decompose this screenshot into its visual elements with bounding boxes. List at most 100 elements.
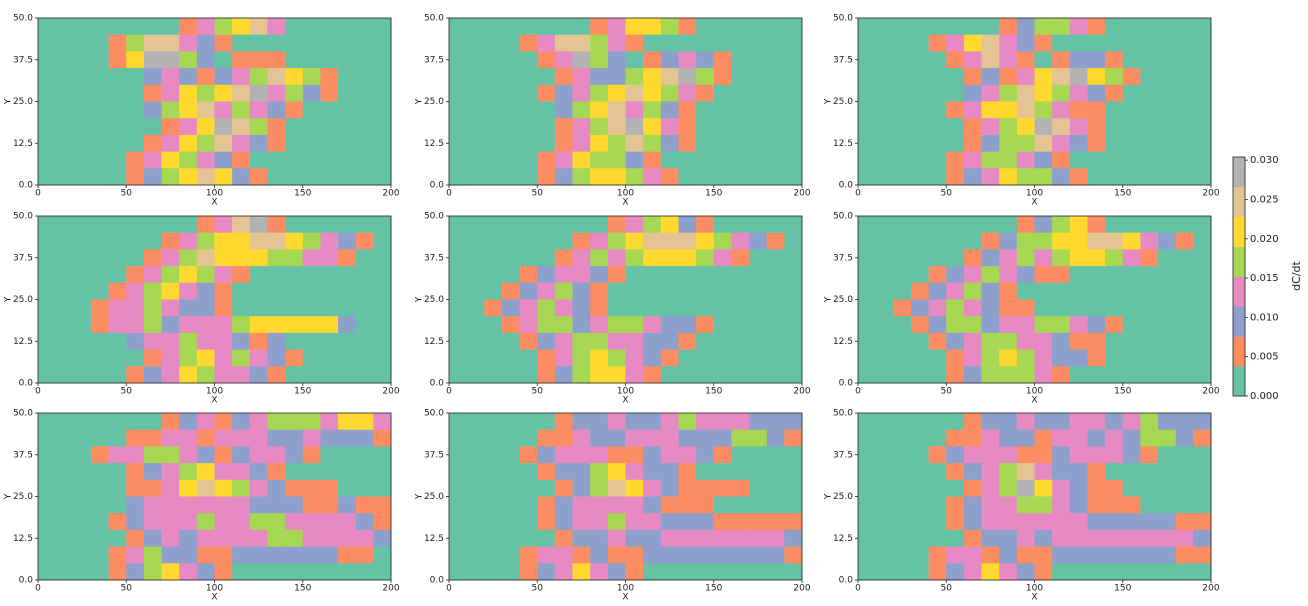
heatmap-cell bbox=[232, 413, 251, 431]
heatmap-cell bbox=[749, 249, 768, 267]
heatmap-cell bbox=[554, 34, 573, 52]
heatmap-cell bbox=[999, 446, 1018, 464]
heatmap-cell bbox=[73, 51, 92, 69]
heatmap-cell bbox=[232, 316, 251, 334]
heatmap-cell bbox=[572, 463, 591, 481]
heatmap-cell bbox=[678, 513, 697, 531]
heatmap-cell bbox=[1052, 429, 1071, 447]
heatmap-cell bbox=[1122, 529, 1141, 547]
heatmap-cell bbox=[1087, 101, 1106, 119]
heatmap-cell bbox=[696, 51, 715, 69]
heatmap-cell bbox=[1158, 101, 1177, 119]
heatmap-cell bbox=[1087, 168, 1106, 186]
heatmap-cell bbox=[320, 349, 339, 367]
heatmap-cell bbox=[875, 496, 894, 514]
heatmap-cell bbox=[749, 68, 768, 86]
heatmap-cell bbox=[1193, 496, 1212, 514]
heatmap-cell bbox=[554, 463, 573, 481]
heatmap-cell bbox=[893, 151, 912, 169]
heatmap-cell bbox=[267, 299, 286, 317]
heatmap-cell bbox=[1069, 118, 1088, 136]
heatmap-cell bbox=[625, 332, 644, 350]
heatmap-cell bbox=[625, 546, 644, 564]
heatmap-cell bbox=[678, 446, 697, 464]
heatmap-cell bbox=[981, 446, 1000, 464]
heatmap-cell bbox=[108, 349, 127, 367]
heatmap-cell bbox=[1016, 216, 1035, 234]
heatmap-cell bbox=[1193, 332, 1212, 350]
y-tick-label: 50.0 bbox=[424, 409, 444, 419]
heatmap-cell bbox=[338, 496, 357, 514]
heatmap-cell bbox=[1016, 51, 1035, 69]
x-tick-label: 200 bbox=[382, 387, 399, 397]
heatmap-cell bbox=[196, 513, 215, 531]
heatmap-cell bbox=[572, 513, 591, 531]
x-tick-label: 0 bbox=[446, 584, 452, 594]
heatmap-cell bbox=[285, 249, 304, 267]
heatmap-cell bbox=[643, 332, 662, 350]
heatmap-cell bbox=[449, 316, 468, 334]
heatmap-cell bbox=[766, 299, 785, 317]
heatmap-cell bbox=[660, 479, 679, 497]
heatmap-cell bbox=[373, 513, 392, 531]
heatmap-cell bbox=[320, 446, 339, 464]
heatmap-cell bbox=[858, 479, 877, 497]
heatmap-cell bbox=[910, 101, 929, 119]
heatmap-cell bbox=[766, 446, 785, 464]
heatmap-cell bbox=[1105, 349, 1124, 367]
heatmap-cell bbox=[554, 266, 573, 284]
heatmap-cell bbox=[143, 563, 162, 581]
heatmap-cell bbox=[784, 249, 803, 267]
heatmap-cell bbox=[910, 151, 929, 169]
heatmap-cell bbox=[875, 429, 894, 447]
heatmap-cell bbox=[90, 168, 109, 186]
heatmap-cell bbox=[607, 151, 626, 169]
heatmap-cell bbox=[625, 249, 644, 267]
heatmap-cell bbox=[537, 84, 556, 102]
heatmap-cell bbox=[214, 563, 233, 581]
heatmap-cell bbox=[766, 413, 785, 431]
y-tick-label: 37.5 bbox=[833, 450, 853, 460]
heatmap-cell bbox=[572, 529, 591, 547]
heatmap-cell bbox=[910, 366, 929, 384]
heatmap-cell bbox=[267, 266, 286, 284]
heatmap-cell bbox=[108, 513, 127, 531]
heatmap-cell bbox=[1175, 332, 1194, 350]
heatmap-cell bbox=[696, 429, 715, 447]
heatmap-cell bbox=[875, 479, 894, 497]
heatmap-cell bbox=[1105, 496, 1124, 514]
heatmap-cell bbox=[302, 332, 321, 350]
heatmap-cell bbox=[643, 299, 662, 317]
heatmap-cell bbox=[519, 68, 538, 86]
heatmap-cell bbox=[572, 68, 591, 86]
heatmap-cell bbox=[90, 429, 109, 447]
heatmap-cell bbox=[875, 282, 894, 300]
heatmap-cell bbox=[1140, 546, 1159, 564]
heatmap-cell bbox=[1175, 118, 1194, 136]
heatmap-cell bbox=[946, 266, 965, 284]
heatmap-cell bbox=[320, 563, 339, 581]
heatmap-cell bbox=[484, 282, 503, 300]
heatmap-cell bbox=[590, 216, 609, 234]
heatmap-cell bbox=[320, 18, 339, 36]
heatmap-cell bbox=[784, 513, 803, 531]
heatmap-cell bbox=[643, 282, 662, 300]
heatmap-cell bbox=[749, 34, 768, 52]
heatmap-cell bbox=[1069, 51, 1088, 69]
heatmap-cell bbox=[285, 134, 304, 152]
heatmap-cell bbox=[1105, 316, 1124, 334]
heatmap-cell bbox=[501, 51, 520, 69]
heatmap-cell bbox=[1069, 366, 1088, 384]
heatmap-cell bbox=[678, 34, 697, 52]
heatmap-cell bbox=[232, 216, 251, 234]
heatmap-cell bbox=[713, 134, 732, 152]
heatmap-cell bbox=[910, 18, 929, 36]
heatmap-cell bbox=[643, 84, 662, 102]
heatmap-cell bbox=[893, 118, 912, 136]
heatmap-cell bbox=[285, 513, 304, 531]
heatmap-cell bbox=[1105, 232, 1124, 250]
heatmap-cell bbox=[501, 463, 520, 481]
heatmap-cell bbox=[766, 216, 785, 234]
heatmap-cell bbox=[963, 446, 982, 464]
heatmap-cell bbox=[1105, 68, 1124, 86]
